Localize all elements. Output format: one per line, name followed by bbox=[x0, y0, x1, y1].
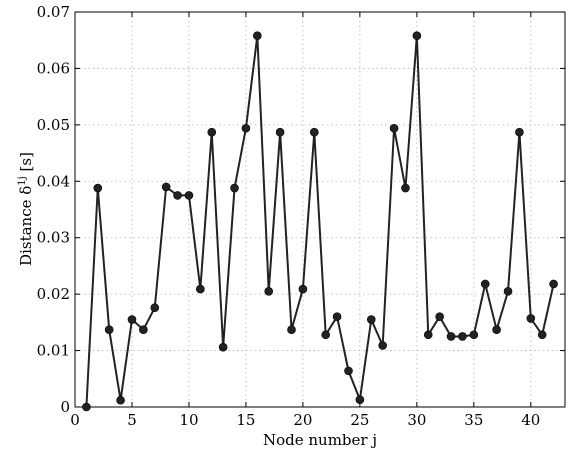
y-tick-label: 0.03 bbox=[37, 229, 70, 247]
data-point bbox=[526, 314, 536, 323]
data-point bbox=[93, 183, 103, 193]
data-point bbox=[310, 127, 319, 137]
x-tick-label: 25 bbox=[350, 411, 369, 429]
data-point bbox=[503, 287, 513, 296]
data-point bbox=[458, 332, 467, 341]
data-point bbox=[412, 31, 422, 41]
y-axis-label-unit: [s] bbox=[17, 152, 35, 176]
y-tick-labels: 0 0.01 0.02 0.03 0.04 0.05 0.06 0.07 bbox=[37, 3, 70, 416]
data-point bbox=[332, 312, 342, 322]
data-point bbox=[82, 402, 91, 412]
data-point bbox=[241, 123, 251, 133]
data-point bbox=[287, 325, 296, 334]
x-tick-label: 10 bbox=[179, 411, 198, 429]
x-tick-label: 5 bbox=[127, 411, 137, 429]
y-tick-label: 0.06 bbox=[37, 59, 70, 77]
data-point bbox=[378, 341, 387, 350]
grid bbox=[75, 12, 565, 407]
data-point bbox=[150, 303, 160, 312]
x-tick-label: 20 bbox=[293, 411, 312, 429]
data-point bbox=[104, 325, 114, 334]
data-point bbox=[389, 123, 399, 133]
data-point bbox=[230, 183, 239, 193]
data-point bbox=[515, 127, 524, 137]
data-point bbox=[446, 332, 456, 341]
data-point bbox=[480, 279, 490, 289]
x-tick-label: 40 bbox=[521, 411, 540, 429]
data-point bbox=[127, 315, 137, 324]
y-axis-label-main: Distance δ bbox=[17, 186, 35, 266]
data-point bbox=[218, 342, 228, 352]
data-point bbox=[207, 127, 217, 137]
y-axis-label: Distance δ1j [s] bbox=[17, 152, 35, 266]
data-point bbox=[173, 191, 182, 200]
y-tick-label: 0 bbox=[60, 398, 70, 416]
data-point bbox=[537, 330, 547, 340]
series-line bbox=[85, 34, 555, 408]
data-point bbox=[549, 279, 558, 289]
x-axis-label: Node number j bbox=[263, 431, 377, 449]
data-point bbox=[469, 330, 479, 340]
y-tick-label: 0.02 bbox=[37, 285, 70, 303]
x-tick-label: 35 bbox=[464, 411, 483, 429]
data-point bbox=[275, 127, 285, 137]
data-point bbox=[161, 182, 171, 192]
axis-ticks bbox=[74, 11, 565, 408]
data-point bbox=[355, 395, 365, 404]
data-point bbox=[423, 330, 433, 340]
data-point bbox=[264, 287, 274, 296]
data-point bbox=[184, 191, 194, 200]
data-markers bbox=[82, 31, 558, 412]
data-point bbox=[253, 31, 262, 41]
data-point bbox=[298, 284, 308, 294]
x-tick-label: 15 bbox=[236, 411, 255, 429]
data-point bbox=[321, 330, 330, 340]
y-axis-label-superscript: 1j bbox=[17, 176, 28, 185]
y-tick-label: 0.04 bbox=[37, 172, 70, 190]
data-point bbox=[366, 315, 376, 324]
data-point bbox=[344, 366, 353, 376]
data-point bbox=[401, 183, 410, 193]
data-point bbox=[116, 395, 125, 405]
y-tick-label: 0.07 bbox=[37, 3, 70, 21]
data-point bbox=[492, 325, 501, 334]
y-tick-label: 0.05 bbox=[37, 116, 70, 134]
y-tick-label: 0.01 bbox=[37, 342, 70, 360]
x-tick-label: 0 bbox=[70, 411, 80, 429]
x-tick-labels: 0 5 10 15 20 25 30 35 40 bbox=[70, 411, 540, 429]
data-point bbox=[435, 312, 444, 322]
plot-frame bbox=[74, 11, 566, 408]
x-tick-label: 30 bbox=[407, 411, 426, 429]
data-point bbox=[196, 284, 205, 294]
data-point bbox=[139, 325, 148, 334]
